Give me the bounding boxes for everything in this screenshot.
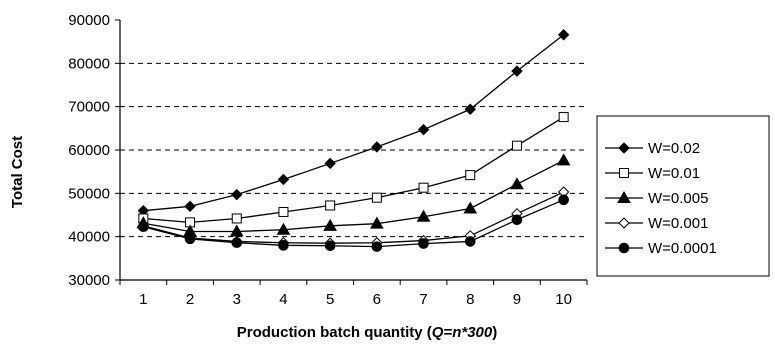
data-point xyxy=(417,123,430,136)
legend-item: W=0.0001 xyxy=(605,240,717,257)
data-point xyxy=(325,200,336,211)
legend-label: W=0.02 xyxy=(648,140,700,157)
data-point xyxy=(276,222,291,235)
data-point xyxy=(418,182,429,193)
series-5 xyxy=(138,194,569,252)
series-2 xyxy=(138,112,569,228)
series-line xyxy=(143,191,564,244)
data-point xyxy=(511,214,523,226)
data-point xyxy=(511,65,523,77)
x-axis-title-formula: Q=n*300 xyxy=(432,324,493,341)
data-point xyxy=(464,103,476,115)
data-point xyxy=(323,218,338,231)
data-point xyxy=(278,206,289,217)
data-point xyxy=(184,200,196,213)
data-point xyxy=(231,213,242,224)
data-point xyxy=(231,237,243,249)
series-line xyxy=(143,159,564,233)
data-point xyxy=(278,240,289,251)
data-point xyxy=(558,112,569,123)
y-tick-label: 70000 xyxy=(68,99,110,116)
y-axis-title: Total Cost xyxy=(9,136,26,208)
legend-item: W=0.001 xyxy=(605,215,708,232)
series-line xyxy=(143,116,564,224)
x-axis-title-suffix: ) xyxy=(492,324,497,341)
x-tick-labels: 1 2 3 4 5 6 7 8 9 10 xyxy=(139,291,572,308)
data-point xyxy=(416,209,431,222)
legend-item: W=0.02 xyxy=(605,140,700,157)
x-axis-title-prefix: Production batch quantity ( xyxy=(237,324,432,341)
x-tick-label: 2 xyxy=(186,291,194,308)
data-point xyxy=(369,216,384,229)
legend-marker xyxy=(618,142,630,154)
y-tick-label: 40000 xyxy=(68,229,110,246)
series-line xyxy=(143,199,564,248)
data-series xyxy=(136,29,571,252)
data-point xyxy=(371,141,383,153)
legend-marker xyxy=(619,168,629,178)
series-line xyxy=(143,34,565,212)
data-point xyxy=(324,240,336,252)
axes xyxy=(115,19,588,285)
data-point xyxy=(371,241,383,252)
legend-label: W=0.001 xyxy=(648,215,708,232)
data-point xyxy=(231,188,243,201)
data-point xyxy=(558,194,569,206)
y-tick-label: 90000 xyxy=(68,12,110,29)
x-tick-label: 1 xyxy=(139,291,147,308)
data-point xyxy=(511,140,522,151)
y-tick-labels: 30000 40000 50000 60000 70000 80000 90000 xyxy=(68,12,110,289)
data-point xyxy=(324,157,336,170)
legend-label: W=0.01 xyxy=(648,165,700,182)
x-tick-label: 7 xyxy=(419,291,427,308)
y-tick-label: 30000 xyxy=(68,272,110,289)
data-point xyxy=(138,221,149,232)
data-point xyxy=(510,177,524,190)
y-tick-label: 60000 xyxy=(68,142,110,159)
x-axis-title: Production batch quantity (Q=n*300) xyxy=(237,324,497,341)
legend-marker xyxy=(617,190,631,203)
data-point xyxy=(463,201,478,214)
data-point xyxy=(464,236,476,247)
series-1 xyxy=(137,29,570,217)
data-point xyxy=(418,238,429,249)
data-point xyxy=(465,170,476,181)
x-tick-label: 6 xyxy=(373,291,381,308)
data-point xyxy=(371,192,382,203)
x-tick-label: 8 xyxy=(466,291,474,308)
legend-label: W=0.005 xyxy=(648,190,708,207)
data-point xyxy=(184,233,196,245)
x-tick-label: 10 xyxy=(555,291,572,308)
y-tick-label: 80000 xyxy=(68,55,110,72)
y-tick-label: 50000 xyxy=(68,185,110,202)
data-point xyxy=(556,153,571,166)
x-tick-label: 3 xyxy=(233,291,241,308)
legend-label: W=0.0001 xyxy=(648,240,717,257)
x-tick-label: 4 xyxy=(279,291,287,308)
legend-marker xyxy=(618,217,630,229)
legend-marker xyxy=(618,242,630,254)
legend-item: W=0.005 xyxy=(605,190,708,207)
series-3 xyxy=(136,153,571,237)
data-point xyxy=(557,29,570,41)
x-tick-label: 5 xyxy=(326,291,334,308)
x-tick-label: 9 xyxy=(513,291,521,308)
legend: W=0.02 W=0.01 W=0.005 W=0.001 W=0.0001 xyxy=(596,115,770,277)
series-4 xyxy=(137,186,570,249)
data-point xyxy=(277,173,290,186)
legend-item: W=0.01 xyxy=(605,165,700,182)
